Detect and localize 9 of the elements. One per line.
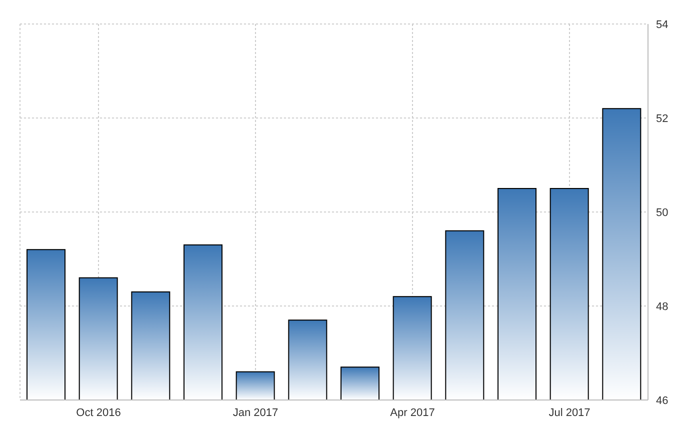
y-tick-label: 54 xyxy=(656,18,668,31)
x-tick-label: Apr 2017 xyxy=(390,406,435,419)
x-tick-label: Jul 2017 xyxy=(548,406,590,419)
y-tick-label: 46 xyxy=(656,394,668,407)
x-tick-label: Jan 2017 xyxy=(232,406,278,419)
y-tick-label: 48 xyxy=(656,300,668,313)
y-tick-label: 50 xyxy=(656,206,668,219)
y-tick-label: 52 xyxy=(656,112,668,125)
x-tick-label: Oct 2016 xyxy=(76,406,121,419)
